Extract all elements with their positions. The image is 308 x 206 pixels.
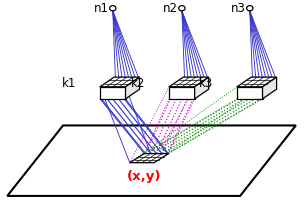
- Polygon shape: [237, 87, 262, 99]
- Text: k2: k2: [131, 77, 145, 90]
- Text: (x,y): (x,y): [127, 170, 162, 183]
- Polygon shape: [195, 77, 209, 99]
- Polygon shape: [125, 77, 140, 99]
- Polygon shape: [100, 87, 125, 99]
- Text: k3: k3: [199, 77, 213, 90]
- Polygon shape: [262, 77, 277, 99]
- Text: n3: n3: [231, 2, 245, 15]
- Text: n1: n1: [93, 2, 108, 15]
- Polygon shape: [169, 77, 209, 87]
- Text: n2: n2: [163, 2, 177, 15]
- Polygon shape: [7, 125, 296, 196]
- Polygon shape: [100, 77, 140, 87]
- Polygon shape: [169, 87, 195, 99]
- Circle shape: [179, 6, 185, 11]
- Circle shape: [247, 6, 253, 11]
- Circle shape: [110, 6, 116, 11]
- Text: k1: k1: [61, 77, 76, 90]
- Polygon shape: [130, 154, 168, 163]
- Polygon shape: [237, 77, 277, 87]
